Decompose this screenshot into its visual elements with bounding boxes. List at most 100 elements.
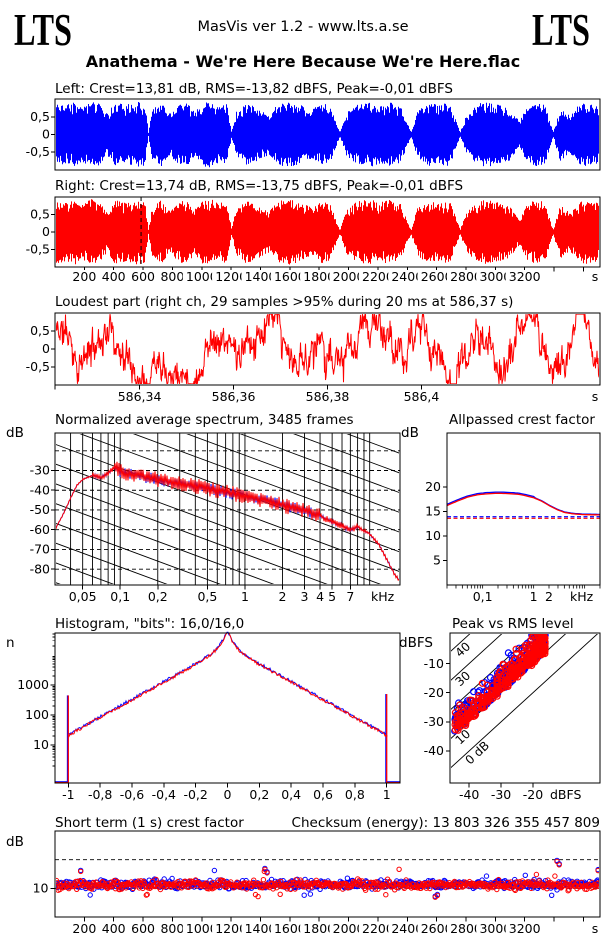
shortterm-ylabel: dB [6,834,24,850]
allpassed-title: Allpassed crest factor [449,412,595,428]
tick-label: 2600 [421,921,453,936]
tick-label: -40 [30,482,50,497]
tick-label: 7 [346,589,354,604]
tick-label: 4 [316,589,324,604]
tick-label: 2600 [421,269,453,284]
tick-label: 1600 [274,269,306,284]
loudest-title: Loudest part (right ch, 29 samples >95% … [55,294,513,310]
tick-label: 0,5 [30,109,50,124]
tick-label: -20 [424,685,444,700]
left-waveform: 0,5 0 -0,5 [26,102,599,168]
spectrum-ylabel: dB [6,425,24,441]
logo-left: LTS [14,4,72,55]
tick-label: 0 dB [462,739,492,768]
tick-label: 1600 [274,921,306,936]
tick-label: 2400 [391,921,423,936]
tick-label: 1 [241,589,249,604]
tick-label: 586,34 [118,389,162,404]
tick-label: 200 [72,921,96,936]
tick-label: 1000 [17,677,49,692]
tick-label: -70 [30,542,50,557]
tick-label: 600 [131,921,155,936]
tick-label: 10 [33,737,49,752]
loudest-part-panel [54,312,601,386]
tick-label: -40 [459,787,479,802]
tick-label: -0,5 [26,242,50,257]
tick-label: 1000 [186,921,218,936]
tick-label: 0,8 [345,787,365,802]
tick-label: 3000 [479,269,511,284]
tick-label: 600 [131,269,155,284]
tick-label: 0 [42,224,50,239]
tick-label: 3 [300,589,308,604]
tick-label: 5 [328,589,336,604]
tick-label: 20 [425,479,441,494]
tick-label: kHz [570,589,594,604]
tick-label: 0,1 [110,589,130,604]
histogram-plot: 10 100 1000 -1 -0,8 -0,6 -0,4 -0,2 0 0,2 0,4 0,6 0,8… [17,631,400,802]
tick-label: 1200 [215,269,247,284]
histogram-ylabel: n [6,635,15,651]
tick-label: 0 [224,787,232,802]
tick-label: -30 [424,714,444,729]
tick-label: -60 [30,522,50,537]
tick-label: -40 [424,743,444,758]
tick-label: -0,6 [120,787,144,802]
tick-label: 5 [433,553,441,568]
left-wave-label: Left: Crest=13,81 dB, RMS=-13,82 dBFS, P… [55,81,453,97]
peakrms-title: Peak vs RMS level [452,616,574,632]
tick-label: 1400 [245,921,277,936]
tick-label: 40 [452,639,473,660]
tick-label: 0 [42,341,50,356]
tick-label: -30 [491,787,511,802]
spectrum-plot: -30 -40 -50 -60 -70 -80 0,05 0,1 0,2 0,5 1 2 3 4 5 7 kHz [30,433,400,604]
tick-label: 800 [160,269,184,284]
tick-label: -1 [62,787,74,802]
tick-label: 2000 [333,269,365,284]
right-waveform [56,199,599,265]
tick-label: -30 [30,463,50,478]
tick-label: 2200 [362,269,394,284]
allpassed-ylabel: dB [401,425,419,441]
tick-label: s [592,389,599,404]
tick-label: 400 [102,921,126,936]
tick-label: 2 [545,589,553,604]
tick-label: -0,2 [183,787,207,802]
histogram-panel [54,632,401,784]
tick-label: 200 [72,269,96,284]
right-wave-label: Right: Crest=13,74 dB, RMS=-13,75 dBFS, … [55,178,463,194]
left-waveform-panel [54,98,601,171]
tick-label: 0,5 [30,207,50,222]
tick-label: 586,4 [404,389,440,404]
tick-label: -0,4 [152,787,176,802]
tick-label: 0 [42,127,50,142]
tick-label: -10 [424,656,444,671]
tick-label: 1000 [186,269,218,284]
tick-label: kHz [371,589,395,604]
tick-label: -0,5 [26,359,50,374]
tick-label: 0,5 [30,323,50,338]
loudest-part-plot: 0,5 0 -0,5 586,34 586,36 586,38 586,4 s [26,314,599,404]
tick-label: 3200 [509,921,541,936]
shortterm-panel [54,830,601,918]
tick-label: -0,5 [26,144,50,159]
shortterm-plot: 10 200 400 600 800 10001200140016001800200022… [33,857,600,936]
tick-label: 100 [25,707,49,722]
tick-label: -0,8 [88,787,112,802]
tick-label: 2800 [450,269,482,284]
tick-label: 10 [33,881,49,896]
tick-label: 0,05 [69,589,97,604]
tick-label: 30 [452,668,473,689]
checksum-label: Checksum (energy): 13 803 326 355 457 80… [292,815,600,831]
tick-label: s [592,921,599,936]
spectrum-title: Normalized average spectrum, 3485 frames [55,412,354,428]
tick-label: 0,4 [281,787,301,802]
allpassed-plot: 20 15 10 5 0,1 1 2 kHz [425,479,601,604]
allpassed-panel [446,432,601,586]
peakrms-panel [449,632,601,784]
peakrms-ylabel: dBFS [399,635,433,651]
histogram-title: Histogram, "bits": 16,0/16,0 [55,616,244,632]
tick-label: dBFS [550,787,581,802]
